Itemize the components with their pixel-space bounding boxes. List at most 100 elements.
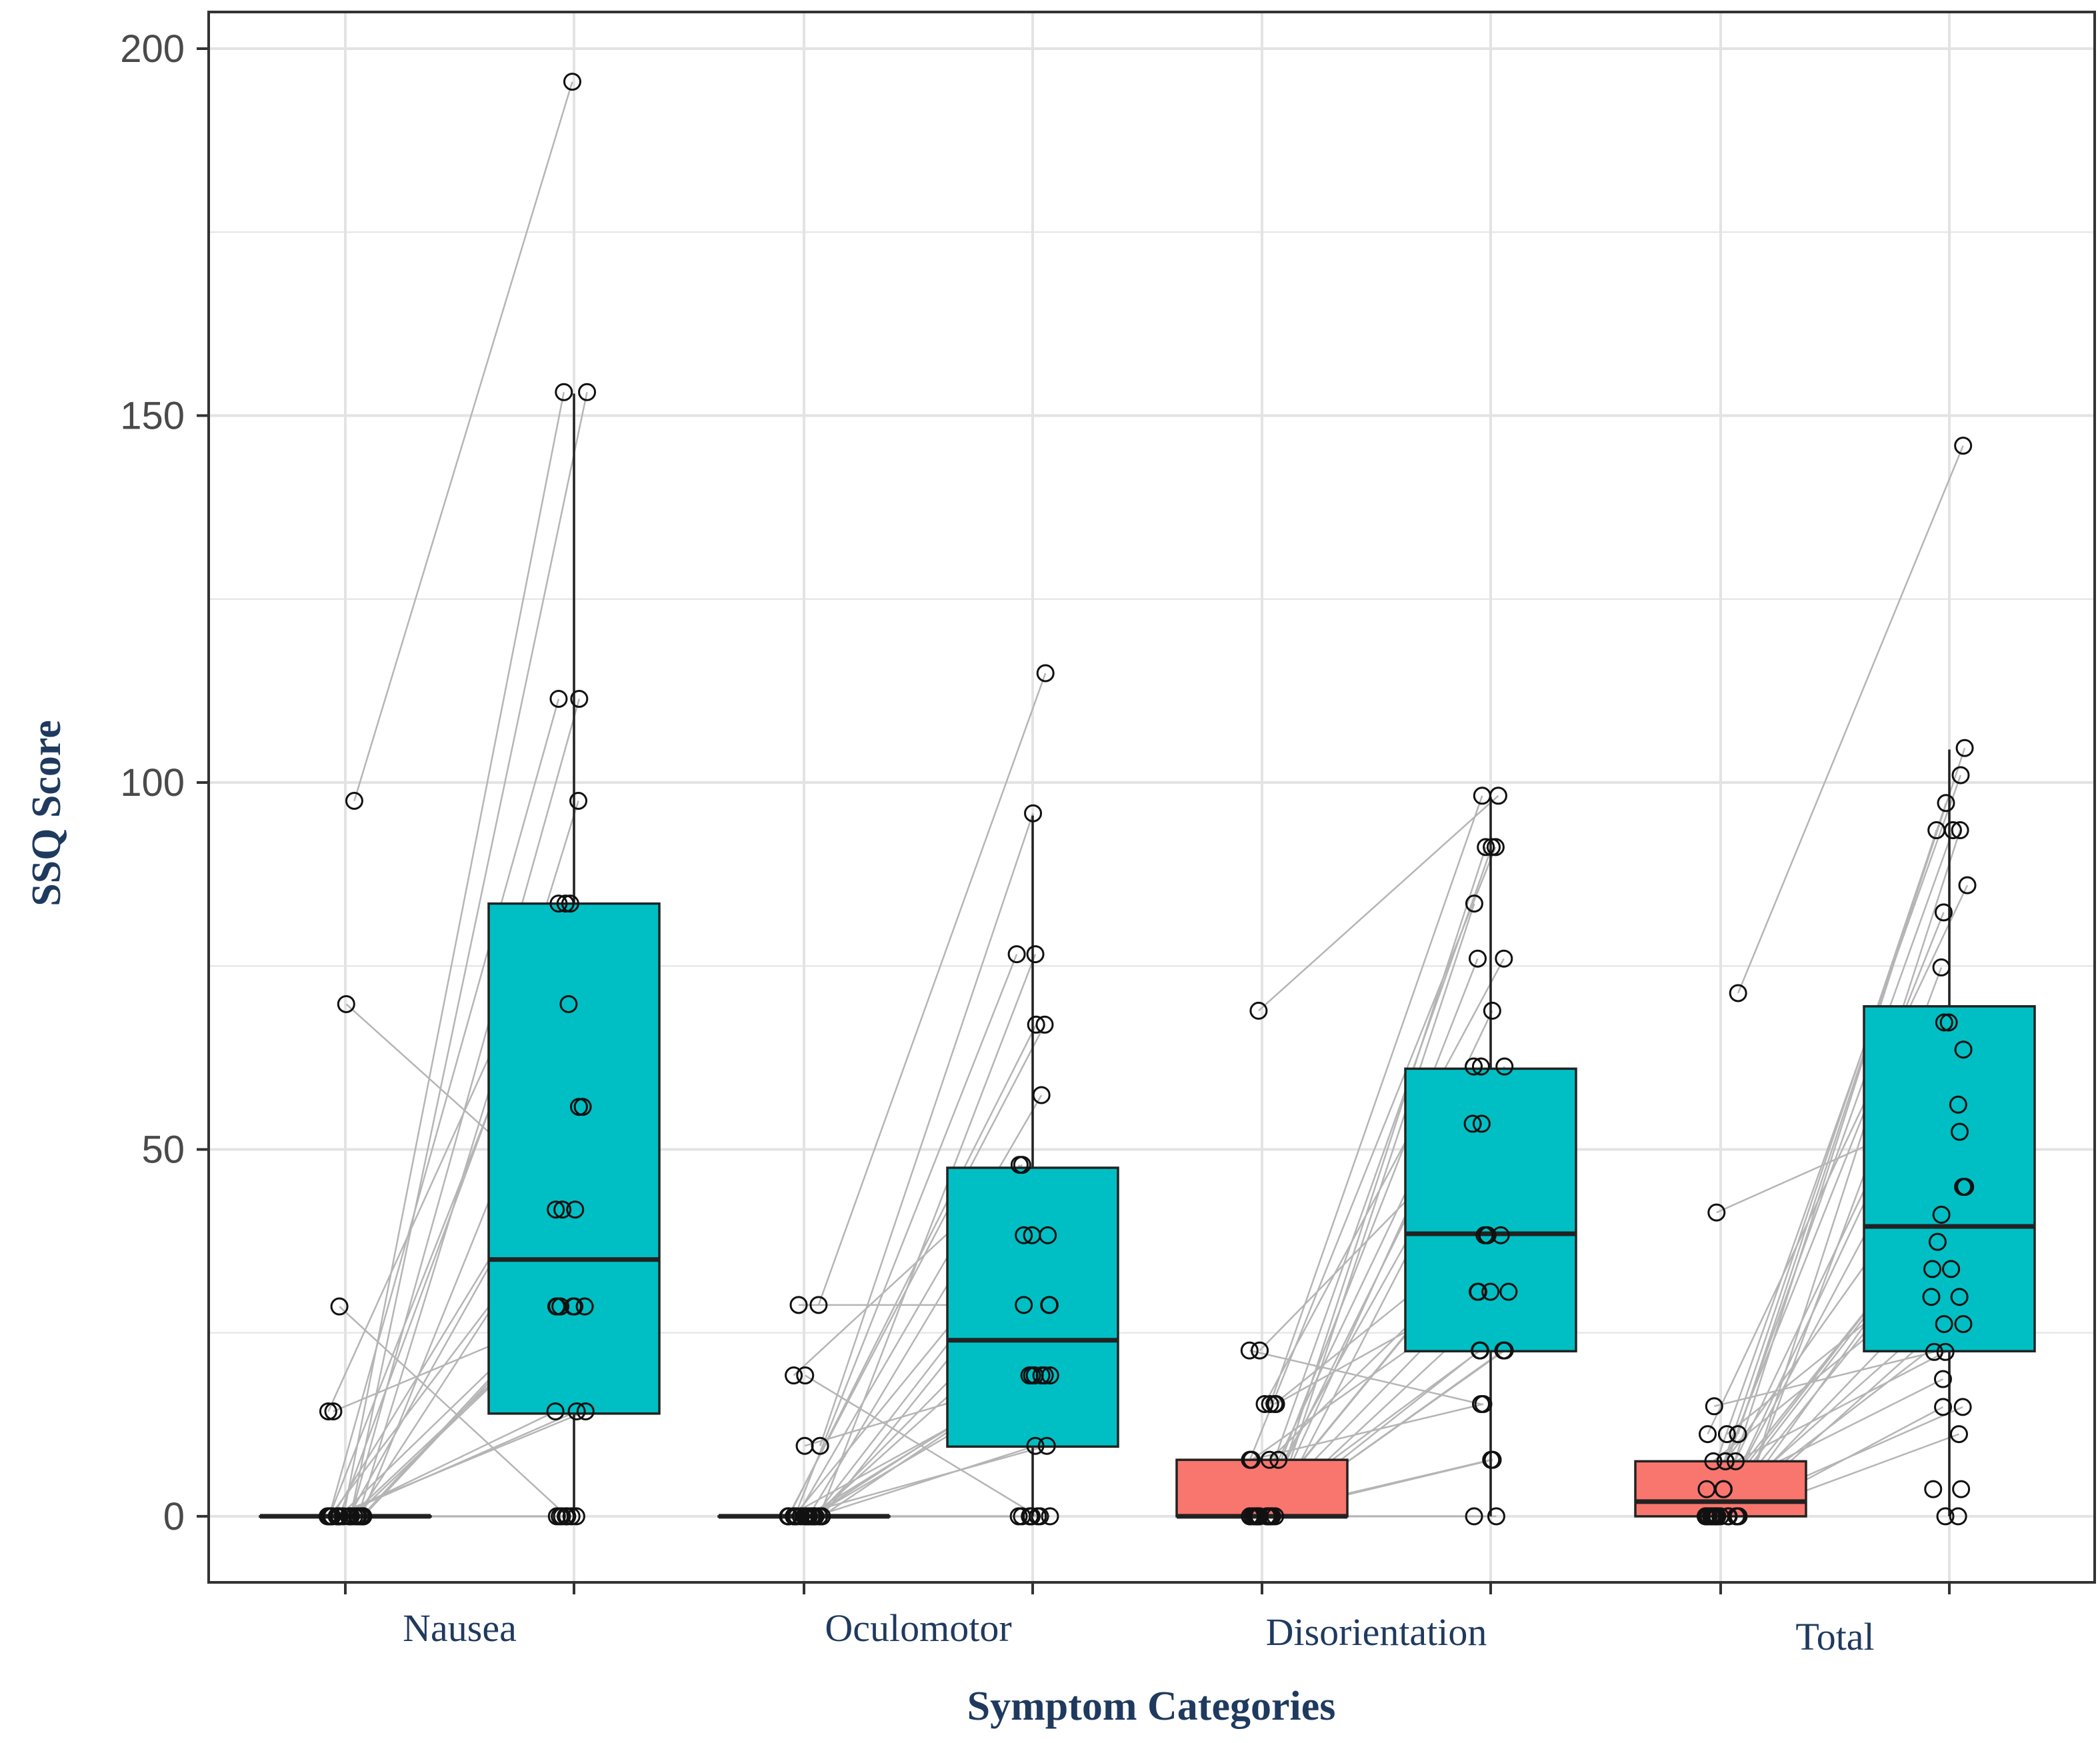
data-point bbox=[1040, 1296, 1059, 1314]
pair-line bbox=[815, 1445, 1036, 1518]
data-point bbox=[1251, 1341, 1269, 1360]
data-point bbox=[1707, 1507, 1726, 1526]
data-point bbox=[1240, 1341, 1259, 1360]
data-point bbox=[1949, 1507, 1967, 1526]
data-point bbox=[1499, 1282, 1518, 1301]
data-point bbox=[1935, 1314, 1953, 1333]
data-point bbox=[1269, 1450, 1288, 1469]
x-category-label: Total bbox=[1795, 1615, 1874, 1658]
data-point bbox=[553, 1507, 571, 1526]
data-point bbox=[1468, 1282, 1487, 1301]
data-point bbox=[1932, 958, 1951, 976]
data-point bbox=[1939, 1013, 1958, 1032]
data-point bbox=[1472, 1114, 1491, 1133]
data-point bbox=[795, 1507, 813, 1526]
data-point bbox=[565, 1297, 584, 1316]
y-tick-label: 200 bbox=[120, 27, 185, 71]
data-point bbox=[1260, 1450, 1279, 1469]
data-point bbox=[1704, 1452, 1723, 1470]
pair-line bbox=[1713, 1351, 1935, 1407]
data-point bbox=[1483, 838, 1501, 857]
data-point bbox=[1026, 1436, 1045, 1455]
data-point bbox=[1471, 1057, 1490, 1076]
data-point bbox=[1036, 664, 1055, 683]
data-point bbox=[1035, 1015, 1054, 1034]
pair-line bbox=[1250, 1403, 1484, 1461]
data-point bbox=[1481, 1282, 1500, 1301]
data-point bbox=[1032, 1366, 1051, 1385]
pair-line bbox=[336, 1410, 577, 1518]
data-point bbox=[1473, 787, 1491, 805]
data-point bbox=[1726, 1452, 1745, 1470]
pair-line bbox=[1737, 445, 1964, 994]
x-category-label: Disorientation bbox=[1266, 1610, 1487, 1654]
data-point bbox=[1954, 1314, 1973, 1333]
pair-line bbox=[819, 813, 1034, 1446]
data-point bbox=[566, 1200, 585, 1219]
data-point bbox=[1477, 838, 1495, 857]
data-point bbox=[802, 1507, 821, 1526]
pair-line bbox=[1249, 1349, 1481, 1405]
data-point bbox=[1934, 903, 1953, 922]
pair-line bbox=[1705, 803, 1947, 1517]
data-point bbox=[1936, 1507, 1955, 1526]
data-point bbox=[557, 1507, 576, 1526]
data-point bbox=[347, 1507, 366, 1526]
data-point bbox=[1936, 1342, 1955, 1361]
data-point bbox=[1924, 1480, 1943, 1498]
pair-line bbox=[805, 1374, 1039, 1517]
data-point bbox=[1015, 1296, 1033, 1314]
data-point bbox=[1465, 1507, 1483, 1526]
y-tick-label: 150 bbox=[120, 395, 185, 438]
data-point bbox=[567, 1402, 586, 1420]
data-point bbox=[1933, 1370, 1952, 1388]
data-point bbox=[1041, 1507, 1059, 1526]
data-point bbox=[563, 73, 581, 91]
data-point bbox=[1949, 1095, 1967, 1114]
pair-line bbox=[339, 1306, 568, 1517]
data-point bbox=[1954, 437, 1973, 455]
post-box-disorientation bbox=[1404, 1067, 1577, 1352]
pair-line bbox=[1258, 795, 1499, 1012]
data-point bbox=[1942, 1260, 1961, 1278]
data-point bbox=[1935, 1013, 1953, 1032]
data-point bbox=[1943, 821, 1962, 840]
data-point bbox=[789, 1296, 808, 1314]
data-point bbox=[569, 792, 588, 811]
data-point bbox=[1037, 1436, 1056, 1455]
data-point bbox=[1953, 1398, 1972, 1416]
data-point bbox=[1729, 1425, 1747, 1444]
data-point bbox=[1471, 1341, 1489, 1360]
data-point bbox=[555, 383, 573, 401]
data-point bbox=[785, 1366, 803, 1385]
data-point bbox=[1932, 1205, 1951, 1224]
data-point bbox=[1015, 1226, 1033, 1244]
data-point bbox=[1717, 1425, 1736, 1444]
data-point bbox=[1483, 1450, 1502, 1469]
data-point bbox=[1699, 1425, 1717, 1444]
data-point bbox=[1261, 1394, 1279, 1413]
pair-line bbox=[1271, 903, 1475, 1517]
data-point bbox=[1922, 1288, 1941, 1306]
data-point bbox=[576, 1402, 595, 1420]
data-point bbox=[1465, 894, 1483, 913]
pair-line bbox=[328, 699, 560, 1517]
data-point bbox=[796, 1366, 815, 1385]
pair-line bbox=[793, 954, 1018, 1517]
data-point bbox=[1010, 1156, 1029, 1174]
data-point bbox=[1923, 1260, 1942, 1278]
data-point bbox=[1009, 1507, 1028, 1526]
pair-line bbox=[337, 1410, 556, 1518]
data-point bbox=[1954, 1040, 1973, 1059]
data-point bbox=[1715, 1480, 1733, 1498]
data-points bbox=[318, 73, 1977, 1526]
data-point bbox=[1265, 1394, 1284, 1413]
data-point bbox=[1934, 1398, 1953, 1416]
data-point bbox=[562, 1507, 581, 1526]
data-point bbox=[1249, 1001, 1268, 1020]
data-point bbox=[548, 1297, 567, 1316]
whiskers bbox=[573, 393, 1951, 1516]
data-point bbox=[1255, 1394, 1274, 1413]
